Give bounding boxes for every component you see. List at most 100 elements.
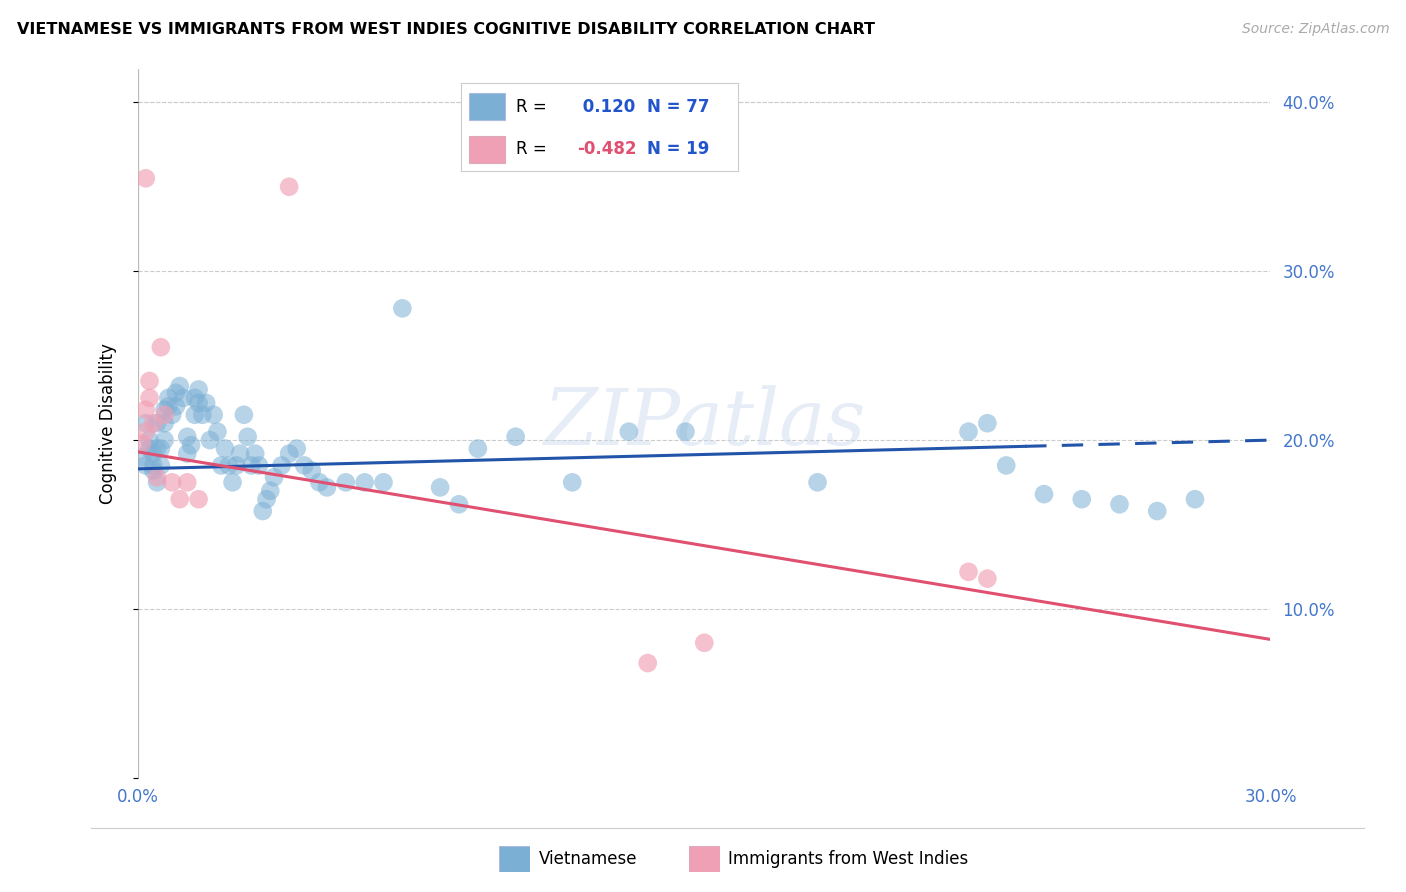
Point [693, 636, 716, 650]
Point [617, 425, 640, 439]
Point [138, 433, 160, 447]
Text: Vietnamese: Vietnamese [538, 850, 637, 868]
Point [316, 480, 339, 494]
Point [221, 475, 243, 490]
Point [142, 447, 165, 461]
Point [561, 475, 583, 490]
Point [447, 497, 470, 511]
Point [191, 408, 214, 422]
Point [176, 475, 198, 490]
Point [142, 463, 165, 477]
Point [976, 416, 998, 430]
Point [301, 463, 323, 477]
Point [373, 475, 395, 490]
Text: Immigrants from West Indies: Immigrants from West Indies [728, 850, 969, 868]
Point [278, 179, 301, 194]
Point [149, 442, 172, 456]
Point [637, 656, 659, 670]
Point [184, 408, 207, 422]
Point [142, 458, 165, 473]
Point [146, 470, 169, 484]
Point [180, 438, 202, 452]
Point [173, 391, 195, 405]
Point [153, 408, 176, 422]
Point [135, 416, 157, 430]
Point [153, 402, 176, 417]
Point [207, 425, 229, 439]
Point [176, 430, 198, 444]
Point [957, 425, 980, 439]
Point [149, 458, 172, 473]
Point [138, 442, 160, 456]
Point [353, 475, 375, 490]
Point [135, 402, 157, 417]
Point [245, 447, 267, 461]
Point [153, 433, 176, 447]
Point [278, 447, 301, 461]
Point [270, 458, 292, 473]
Point [142, 416, 165, 430]
Point [135, 425, 157, 439]
Point [153, 416, 176, 430]
Point [146, 416, 169, 430]
Point [176, 447, 198, 461]
Point [259, 483, 281, 498]
Point [505, 430, 527, 444]
Point [198, 433, 221, 447]
Point [247, 458, 270, 473]
Point [1146, 504, 1168, 518]
Point [184, 391, 207, 405]
Point [675, 425, 697, 439]
Y-axis label: Cognitive Disability: Cognitive Disability [100, 343, 117, 504]
Point [214, 442, 236, 456]
Point [165, 385, 187, 400]
Point [138, 391, 160, 405]
Point [263, 470, 285, 484]
Point [806, 475, 828, 490]
Point [1033, 487, 1056, 501]
Point [1184, 492, 1206, 507]
Text: ZIPatlas: ZIPatlas [543, 385, 866, 461]
Point [169, 379, 191, 393]
Point [957, 565, 980, 579]
Point [995, 458, 1018, 473]
Point [202, 408, 225, 422]
Point [187, 492, 209, 507]
Point [240, 458, 263, 473]
Point [467, 442, 489, 456]
Point [308, 475, 330, 490]
Point [135, 458, 157, 473]
Text: VIETNAMESE VS IMMIGRANTS FROM WEST INDIES COGNITIVE DISABILITY CORRELATION CHART: VIETNAMESE VS IMMIGRANTS FROM WEST INDIE… [17, 22, 875, 37]
Point [252, 504, 274, 518]
Point [229, 447, 252, 461]
Point [187, 396, 209, 410]
Point [391, 301, 413, 316]
Point [138, 374, 160, 388]
Point [256, 492, 278, 507]
Point [135, 171, 157, 186]
Point [160, 408, 183, 422]
Point [169, 492, 191, 507]
Point [976, 572, 998, 586]
Point [195, 396, 218, 410]
Point [165, 400, 187, 414]
Point [160, 475, 183, 490]
Point [146, 475, 169, 490]
Point [236, 430, 259, 444]
Point [292, 458, 315, 473]
Point [1108, 497, 1130, 511]
Point [157, 400, 180, 414]
Point [225, 458, 247, 473]
Point [131, 450, 153, 464]
Point [1070, 492, 1092, 507]
Point [146, 442, 169, 456]
Point [232, 408, 254, 422]
Point [335, 475, 357, 490]
Point [209, 458, 232, 473]
Point [187, 383, 209, 397]
Point [429, 480, 451, 494]
Point [149, 340, 172, 354]
Text: Source: ZipAtlas.com: Source: ZipAtlas.com [1241, 22, 1389, 37]
Point [285, 442, 308, 456]
Point [218, 458, 240, 473]
